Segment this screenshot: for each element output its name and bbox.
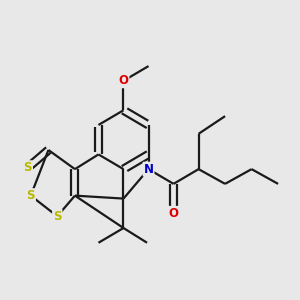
Text: S: S [53,210,61,223]
Text: S: S [24,161,32,174]
Text: O: O [118,74,128,87]
Text: O: O [169,207,178,220]
Text: S: S [26,189,35,202]
Text: N: N [143,163,154,176]
